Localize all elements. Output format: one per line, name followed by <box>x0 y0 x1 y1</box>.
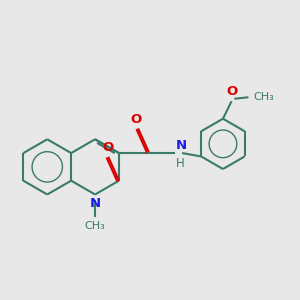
Text: CH₃: CH₃ <box>85 220 105 230</box>
Text: H: H <box>176 157 185 170</box>
Text: O: O <box>130 113 142 126</box>
Text: N: N <box>89 197 100 210</box>
Text: CH₃: CH₃ <box>254 92 274 102</box>
Text: N: N <box>176 139 187 152</box>
Text: O: O <box>226 85 238 98</box>
Text: O: O <box>102 141 114 154</box>
